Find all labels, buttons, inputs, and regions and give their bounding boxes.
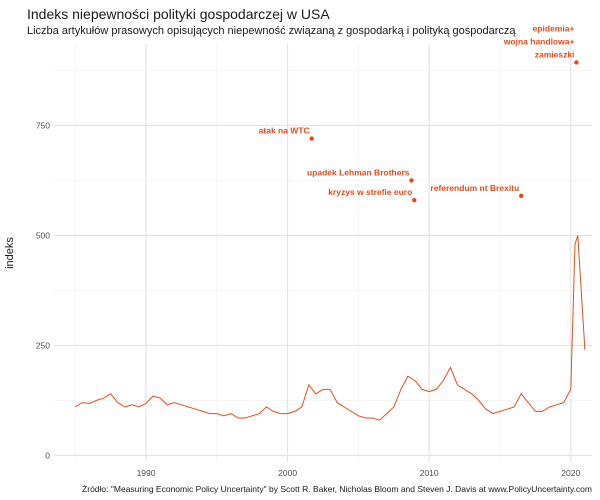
annotation-point [412, 198, 417, 203]
annotation-label: atak na WTC [259, 126, 310, 136]
chart-title: Indeks niepewności polityki gospodarczej… [27, 6, 330, 22]
y-tick-label: 0 [45, 450, 50, 460]
grid-lines [54, 44, 592, 462]
series-layer [74, 235, 586, 421]
y-axis-title: indeks [4, 237, 16, 269]
x-tick-label: 2020 [561, 468, 580, 478]
annotation-point [574, 60, 579, 65]
annotation-label: epidemia+ [533, 23, 575, 33]
source-caption: Źródło: "Measuring Economic Policy Uncer… [82, 484, 592, 494]
annotation-label: referendum nt Brexitu [430, 183, 519, 193]
y-tick-label: 500 [36, 230, 50, 240]
x-tick-label: 2010 [420, 468, 439, 478]
annotations-layer: atak na WTC upadek Lehman Brothers kryzys … [259, 23, 579, 203]
x-tick-label: 2000 [278, 468, 297, 478]
annotation-point [409, 178, 414, 183]
annotation-label: zamieszki [535, 49, 575, 59]
y-tick-label: 250 [36, 340, 50, 350]
y-tick-label: 750 [36, 120, 50, 130]
x-tick-label: 1990 [137, 468, 156, 478]
line-chart: 1990 2000 2010 2020 0 250 500 750 indeks atak na… [4, 23, 592, 478]
series-line [74, 235, 586, 421]
annotation-label: upadek Lehman Brothers [307, 167, 410, 177]
axes-layer: 1990 2000 2010 2020 0 250 500 750 indeks [4, 120, 580, 478]
annotation-label: wojna handlowa+ [503, 36, 575, 46]
annotation-label: kryzys w strefie euro [328, 187, 412, 197]
annotation-point [309, 136, 314, 141]
chart-subtitle: Liczba artykułów prasowych opisujących n… [27, 25, 516, 37]
annotation-point [519, 193, 524, 198]
